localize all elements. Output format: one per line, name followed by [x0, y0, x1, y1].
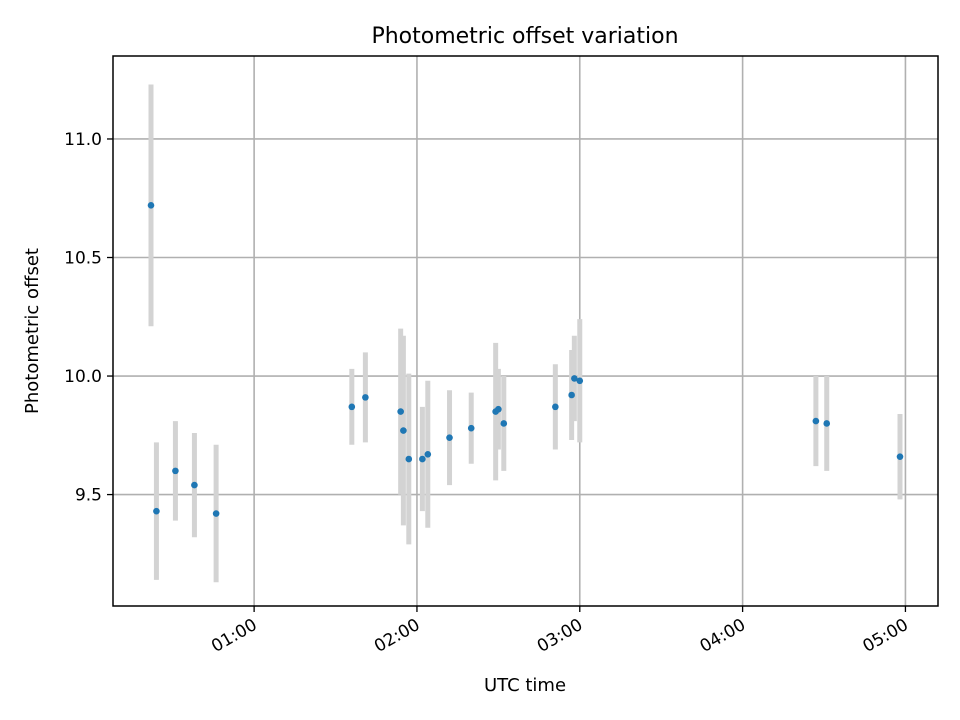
plot-frame — [112, 55, 939, 607]
data-point — [446, 434, 453, 441]
data-point — [812, 417, 820, 425]
data-points — [147, 202, 904, 517]
data-point — [348, 403, 356, 411]
data-point — [495, 405, 502, 413]
data-point — [191, 481, 198, 489]
x-axis-label: UTC time — [484, 675, 566, 696]
data-point — [576, 377, 584, 385]
y-axis-label: Photometric offset — [22, 248, 43, 414]
data-point — [172, 467, 179, 475]
data-point — [823, 420, 831, 427]
data-point — [397, 408, 404, 415]
data-point — [153, 507, 160, 515]
data-point — [147, 202, 155, 209]
data-point — [896, 453, 904, 460]
chart-title: Photometric offset variation — [371, 24, 678, 49]
data-point — [400, 427, 407, 434]
y-tick-label: 9.5 — [75, 486, 102, 506]
data-point — [500, 420, 508, 427]
data-point — [568, 391, 575, 399]
data-point — [212, 510, 220, 517]
data-point — [405, 455, 413, 463]
y-tick-label: 11.0 — [64, 130, 102, 150]
y-axis-ticks: 9.5 10.0 10.5 11.0 — [64, 130, 113, 506]
data-point — [362, 394, 369, 401]
data-point — [424, 450, 432, 458]
data-point — [467, 424, 475, 432]
data-point — [419, 455, 426, 463]
y-tick-label: 10.0 — [64, 367, 102, 387]
data-point — [571, 375, 578, 382]
y-tick-label: 10.5 — [64, 249, 102, 269]
grid-lines — [113, 56, 938, 606]
data-point — [552, 403, 559, 411]
